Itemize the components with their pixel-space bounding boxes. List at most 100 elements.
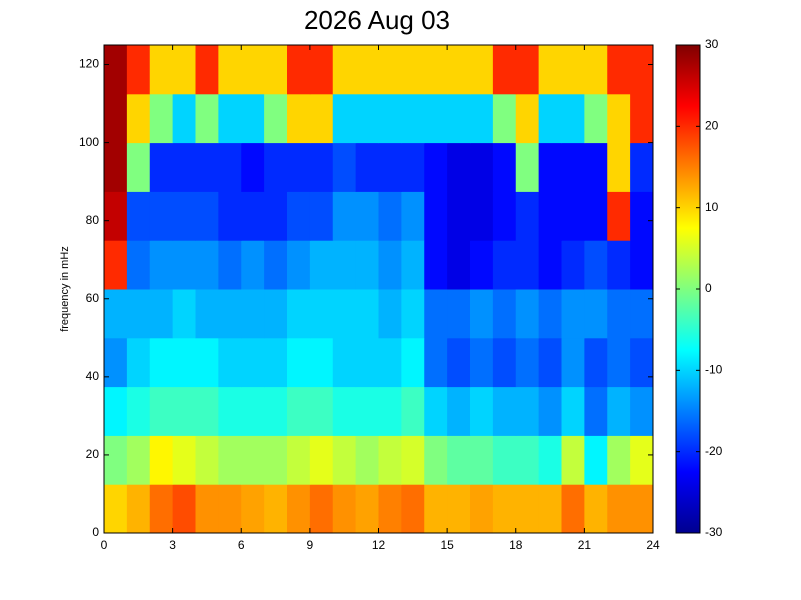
heatmap-cell [424, 93, 448, 144]
heatmap-cell [584, 484, 608, 534]
heatmap-cell [470, 240, 494, 290]
heatmap-cell [172, 289, 196, 339]
heatmap-cell [538, 142, 562, 192]
heatmap-cell [538, 484, 562, 534]
x-tick-label: 9 [307, 538, 314, 552]
heatmap-cell [424, 289, 448, 339]
heatmap-cell [104, 191, 128, 241]
y-tick-label: 0 [92, 525, 99, 539]
heatmap-cell [195, 289, 219, 339]
heatmap-cell [172, 93, 196, 144]
x-tick-label: 21 [578, 538, 592, 552]
x-tick-label: 24 [646, 538, 660, 552]
heatmap-cell [630, 386, 654, 436]
heatmap-cell [424, 45, 448, 95]
heatmap-cell [172, 191, 196, 241]
heatmap-cell [332, 337, 357, 388]
heatmap-cell [332, 45, 357, 95]
heatmap-cell [561, 484, 585, 534]
heatmap-cell [104, 142, 128, 192]
heatmap-cell [241, 93, 265, 144]
heatmap-cell [126, 435, 151, 485]
heatmap-cell [584, 240, 608, 290]
x-tick-label: 15 [440, 538, 454, 552]
heatmap-cell [287, 337, 311, 388]
heatmap-cell [126, 337, 151, 388]
heatmap-cell [287, 93, 311, 144]
heatmap-cell [492, 435, 517, 485]
heatmap-cell [149, 45, 174, 95]
heatmap-cell [126, 289, 151, 339]
heatmap-cell [561, 386, 585, 436]
heatmap-cell [515, 142, 540, 192]
heatmap-cell [447, 337, 471, 388]
heatmap-cell [492, 289, 517, 339]
heatmap-cell [126, 484, 151, 534]
heatmap-cell [378, 191, 402, 241]
heatmap-cell [309, 142, 334, 192]
heatmap-cell [378, 386, 402, 436]
heatmap-cell [561, 435, 585, 485]
heatmap-cell [630, 93, 654, 144]
heatmap-cell [287, 435, 311, 485]
heatmap-cell [241, 142, 265, 192]
heatmap-cell [264, 45, 288, 95]
heatmap-cell [630, 240, 654, 290]
heatmap-cell [470, 191, 494, 241]
heatmap-cell [355, 289, 379, 339]
heatmap-cell [332, 289, 357, 339]
heatmap-cell [561, 191, 585, 241]
heatmap-cell [218, 337, 242, 388]
heatmap-cell [309, 435, 334, 485]
heatmap-cell [401, 142, 425, 192]
heatmap-cell [492, 337, 517, 388]
heatmap-cell [332, 191, 357, 241]
heatmap-cell [401, 93, 425, 144]
colorbar-tick-label: -30 [705, 525, 723, 539]
heatmap-cell [515, 45, 540, 95]
heatmap-cell [561, 337, 585, 388]
heatmap-cell [424, 337, 448, 388]
y-axis-label: frequency in mHz [59, 246, 71, 332]
heatmap-cell [149, 240, 174, 290]
heatmap-cell [149, 435, 174, 485]
heatmap-cell [470, 142, 494, 192]
heatmap-cell [309, 93, 334, 144]
heatmap-cell [607, 142, 631, 192]
heatmap-cell [584, 337, 608, 388]
heatmap-cell [401, 386, 425, 436]
heatmap-cell [607, 289, 631, 339]
heatmap-cell [607, 191, 631, 241]
heatmap-cell [172, 45, 196, 95]
heatmap-cell [355, 484, 379, 534]
heatmap-cell [470, 337, 494, 388]
heatmap-cell [309, 240, 334, 290]
heatmap-cell [332, 240, 357, 290]
heatmap-cell [172, 484, 196, 534]
heatmap-cell [584, 191, 608, 241]
heatmap-cell [492, 93, 517, 144]
x-tick-label: 3 [169, 538, 176, 552]
heatmap-cell [241, 240, 265, 290]
heatmap-cell [630, 337, 654, 388]
heatmap-cell [218, 289, 242, 339]
heatmap-cell [309, 289, 334, 339]
heatmap-cell [401, 337, 425, 388]
heatmap-cell [332, 386, 357, 436]
heatmap-cell [447, 289, 471, 339]
heatmap-cell [607, 337, 631, 388]
heatmap-cell [287, 45, 311, 95]
heatmap-cell [218, 240, 242, 290]
heatmap-cell [538, 386, 562, 436]
heatmap-cell [195, 337, 219, 388]
heatmap-cell [447, 191, 471, 241]
heatmap-cell [241, 289, 265, 339]
heatmap-cell [447, 386, 471, 436]
heatmap-cell [470, 386, 494, 436]
heatmap-cell [607, 435, 631, 485]
heatmap-cell [515, 435, 540, 485]
heatmap-cell [515, 240, 540, 290]
heatmap-cell [401, 45, 425, 95]
heatmap-cell [172, 142, 196, 192]
